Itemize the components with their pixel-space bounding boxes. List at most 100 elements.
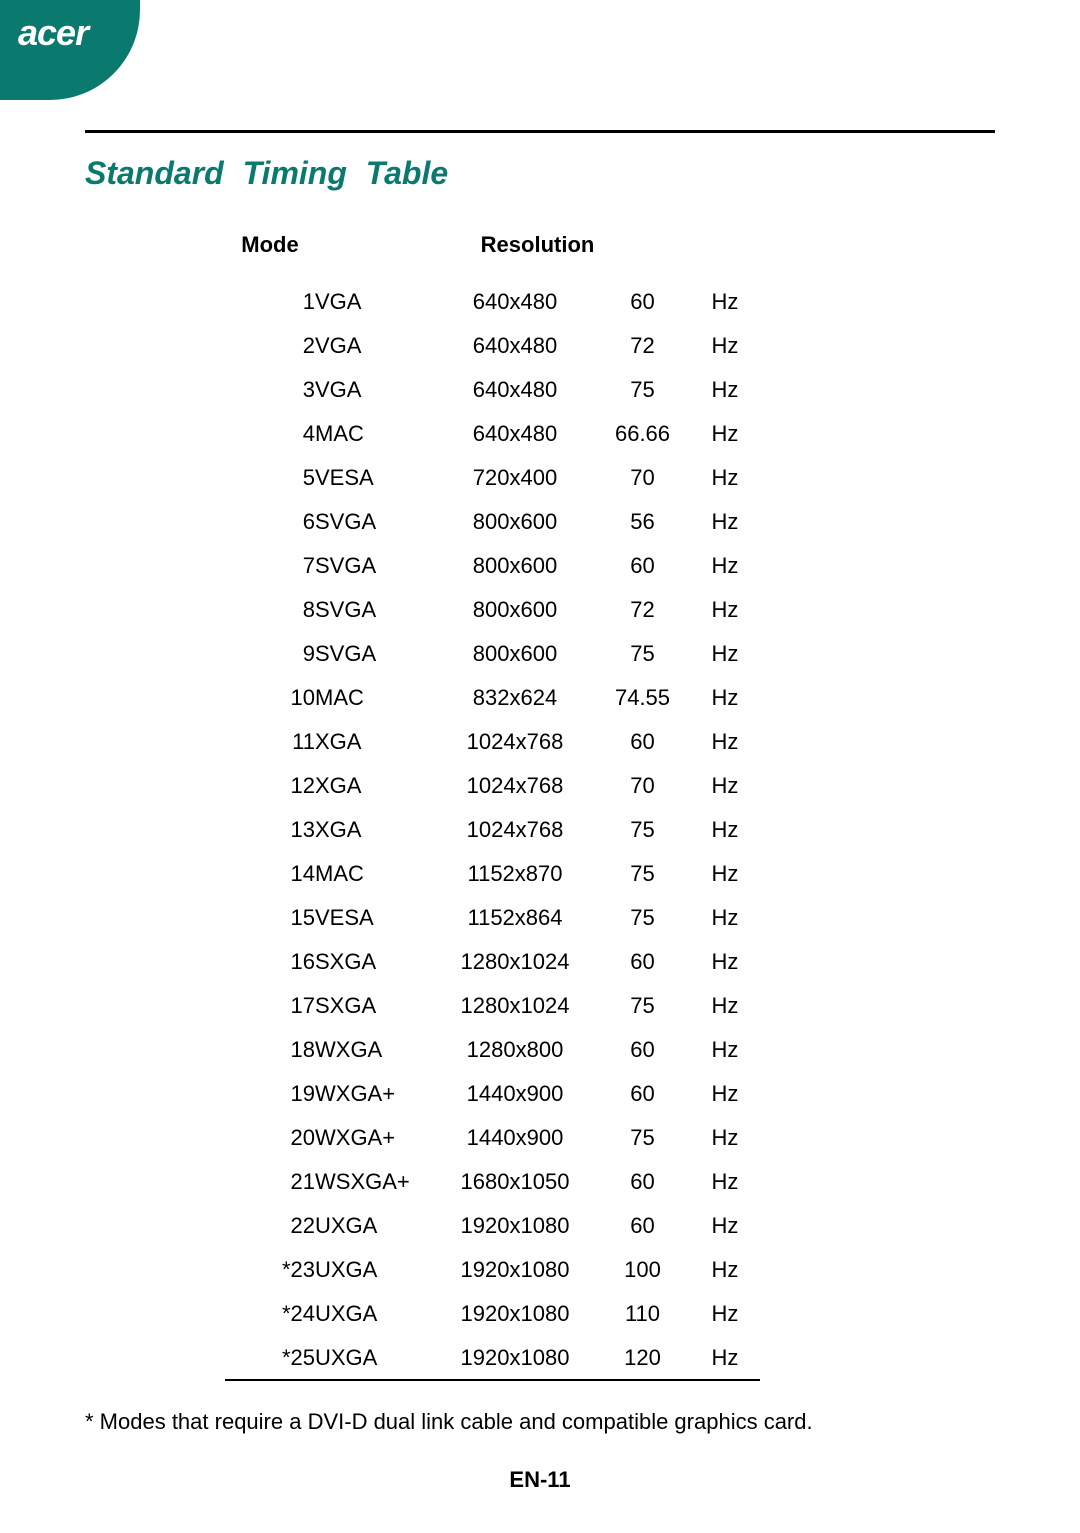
cell-standard: MAC	[315, 412, 435, 456]
cell-mode: 21	[225, 1160, 315, 1204]
cell-standard: VESA	[315, 896, 435, 940]
cell-mode: 13	[225, 808, 315, 852]
cell-resolution: 1920x1080	[435, 1204, 595, 1248]
table-row: 16SXGA1280x102460Hz	[225, 940, 760, 984]
cell-unit: Hz	[690, 940, 760, 984]
cell-resolution: 1152x870	[435, 852, 595, 896]
cell-mode: 3	[225, 368, 315, 412]
cell-resolution: 1920x1080	[435, 1248, 595, 1292]
cell-unit: Hz	[690, 1116, 760, 1160]
cell-refresh-rate: 110	[595, 1292, 690, 1336]
cell-unit: Hz	[690, 1292, 760, 1336]
table-row: *24UXGA1920x1080110Hz	[225, 1292, 760, 1336]
cell-standard: SXGA	[315, 940, 435, 984]
cell-refresh-rate: 74.55	[595, 676, 690, 720]
cell-resolution: 1680x1050	[435, 1160, 595, 1204]
cell-resolution: 832x624	[435, 676, 595, 720]
cell-standard: WXGA+	[315, 1072, 435, 1116]
cell-resolution: 1280x1024	[435, 984, 595, 1028]
table-row: 22UXGA1920x108060Hz	[225, 1204, 760, 1248]
cell-mode: 17	[225, 984, 315, 1028]
cell-refresh-rate: 70	[595, 456, 690, 500]
cell-resolution: 800x600	[435, 632, 595, 676]
cell-standard: SVGA	[315, 588, 435, 632]
cell-standard: SVGA	[315, 632, 435, 676]
cell-standard: UXGA	[315, 1336, 435, 1380]
table-row: 21WSXGA+1680x105060Hz	[225, 1160, 760, 1204]
table-row: 15VESA1152x86475Hz	[225, 896, 760, 940]
cell-resolution: 640x480	[435, 412, 595, 456]
cell-resolution: 640x480	[435, 324, 595, 368]
cell-refresh-rate: 75	[595, 368, 690, 412]
cell-unit: Hz	[690, 588, 760, 632]
cell-resolution: 1280x800	[435, 1028, 595, 1072]
cell-unit: Hz	[690, 544, 760, 588]
cell-refresh-rate: 75	[595, 632, 690, 676]
cell-standard: XGA	[315, 764, 435, 808]
cell-unit: Hz	[690, 764, 760, 808]
cell-standard: UXGA	[315, 1204, 435, 1248]
cell-unit: Hz	[690, 1028, 760, 1072]
table-row: 2VGA640x48072Hz	[225, 324, 760, 368]
cell-unit: Hz	[690, 324, 760, 368]
cell-resolution: 640x480	[435, 368, 595, 412]
cell-refresh-rate: 70	[595, 764, 690, 808]
cell-refresh-rate: 66.66	[595, 412, 690, 456]
cell-refresh-rate: 60	[595, 720, 690, 764]
cell-unit: Hz	[690, 1072, 760, 1116]
cell-unit: Hz	[690, 280, 760, 324]
table-header-row: Mode Resolution	[225, 210, 760, 280]
cell-refresh-rate: 120	[595, 1336, 690, 1380]
cell-mode: *24	[225, 1292, 315, 1336]
table-row: 12XGA1024x76870Hz	[225, 764, 760, 808]
cell-refresh-rate: 75	[595, 984, 690, 1028]
cell-refresh-rate: 56	[595, 500, 690, 544]
cell-standard: VGA	[315, 280, 435, 324]
cell-unit: Hz	[690, 1248, 760, 1292]
brand-logo-text: acer	[18, 12, 88, 54]
cell-resolution: 800x600	[435, 544, 595, 588]
cell-refresh-rate: 75	[595, 808, 690, 852]
cell-unit: Hz	[690, 984, 760, 1028]
timing-table: Mode Resolution 1VGA640x48060Hz2VGA640x4…	[225, 210, 760, 1381]
table-row: 8SVGA800x60072Hz	[225, 588, 760, 632]
cell-refresh-rate: 60	[595, 1072, 690, 1116]
table-row: 9SVGA800x60075Hz	[225, 632, 760, 676]
cell-mode: 15	[225, 896, 315, 940]
cell-mode: 14	[225, 852, 315, 896]
cell-refresh-rate: 100	[595, 1248, 690, 1292]
cell-standard: WSXGA+	[315, 1160, 435, 1204]
cell-unit: Hz	[690, 368, 760, 412]
cell-refresh-rate: 60	[595, 280, 690, 324]
brand-badge: acer	[0, 0, 140, 100]
cell-unit: Hz	[690, 1336, 760, 1380]
column-header-mode: Mode	[225, 210, 315, 280]
cell-mode: 6	[225, 500, 315, 544]
cell-resolution: 800x600	[435, 588, 595, 632]
divider	[85, 130, 995, 133]
cell-refresh-rate: 72	[595, 324, 690, 368]
cell-refresh-rate: 60	[595, 1204, 690, 1248]
table-row: 18WXGA1280x80060Hz	[225, 1028, 760, 1072]
cell-unit: Hz	[690, 808, 760, 852]
cell-resolution: 800x600	[435, 500, 595, 544]
cell-refresh-rate: 60	[595, 1028, 690, 1072]
page-number: EN-11	[0, 1467, 1080, 1493]
cell-mode: 19	[225, 1072, 315, 1116]
cell-resolution: 640x480	[435, 280, 595, 324]
cell-standard: XGA	[315, 808, 435, 852]
cell-resolution: 1440x900	[435, 1116, 595, 1160]
table-row: 13XGA1024x76875Hz	[225, 808, 760, 852]
cell-mode: 8	[225, 588, 315, 632]
cell-refresh-rate: 72	[595, 588, 690, 632]
cell-mode: 2	[225, 324, 315, 368]
cell-mode: 5	[225, 456, 315, 500]
cell-mode: 7	[225, 544, 315, 588]
cell-mode: 20	[225, 1116, 315, 1160]
cell-resolution: 1024x768	[435, 764, 595, 808]
cell-unit: Hz	[690, 720, 760, 764]
cell-resolution: 1152x864	[435, 896, 595, 940]
cell-standard: VGA	[315, 368, 435, 412]
cell-standard: SXGA	[315, 984, 435, 1028]
cell-mode: 4	[225, 412, 315, 456]
